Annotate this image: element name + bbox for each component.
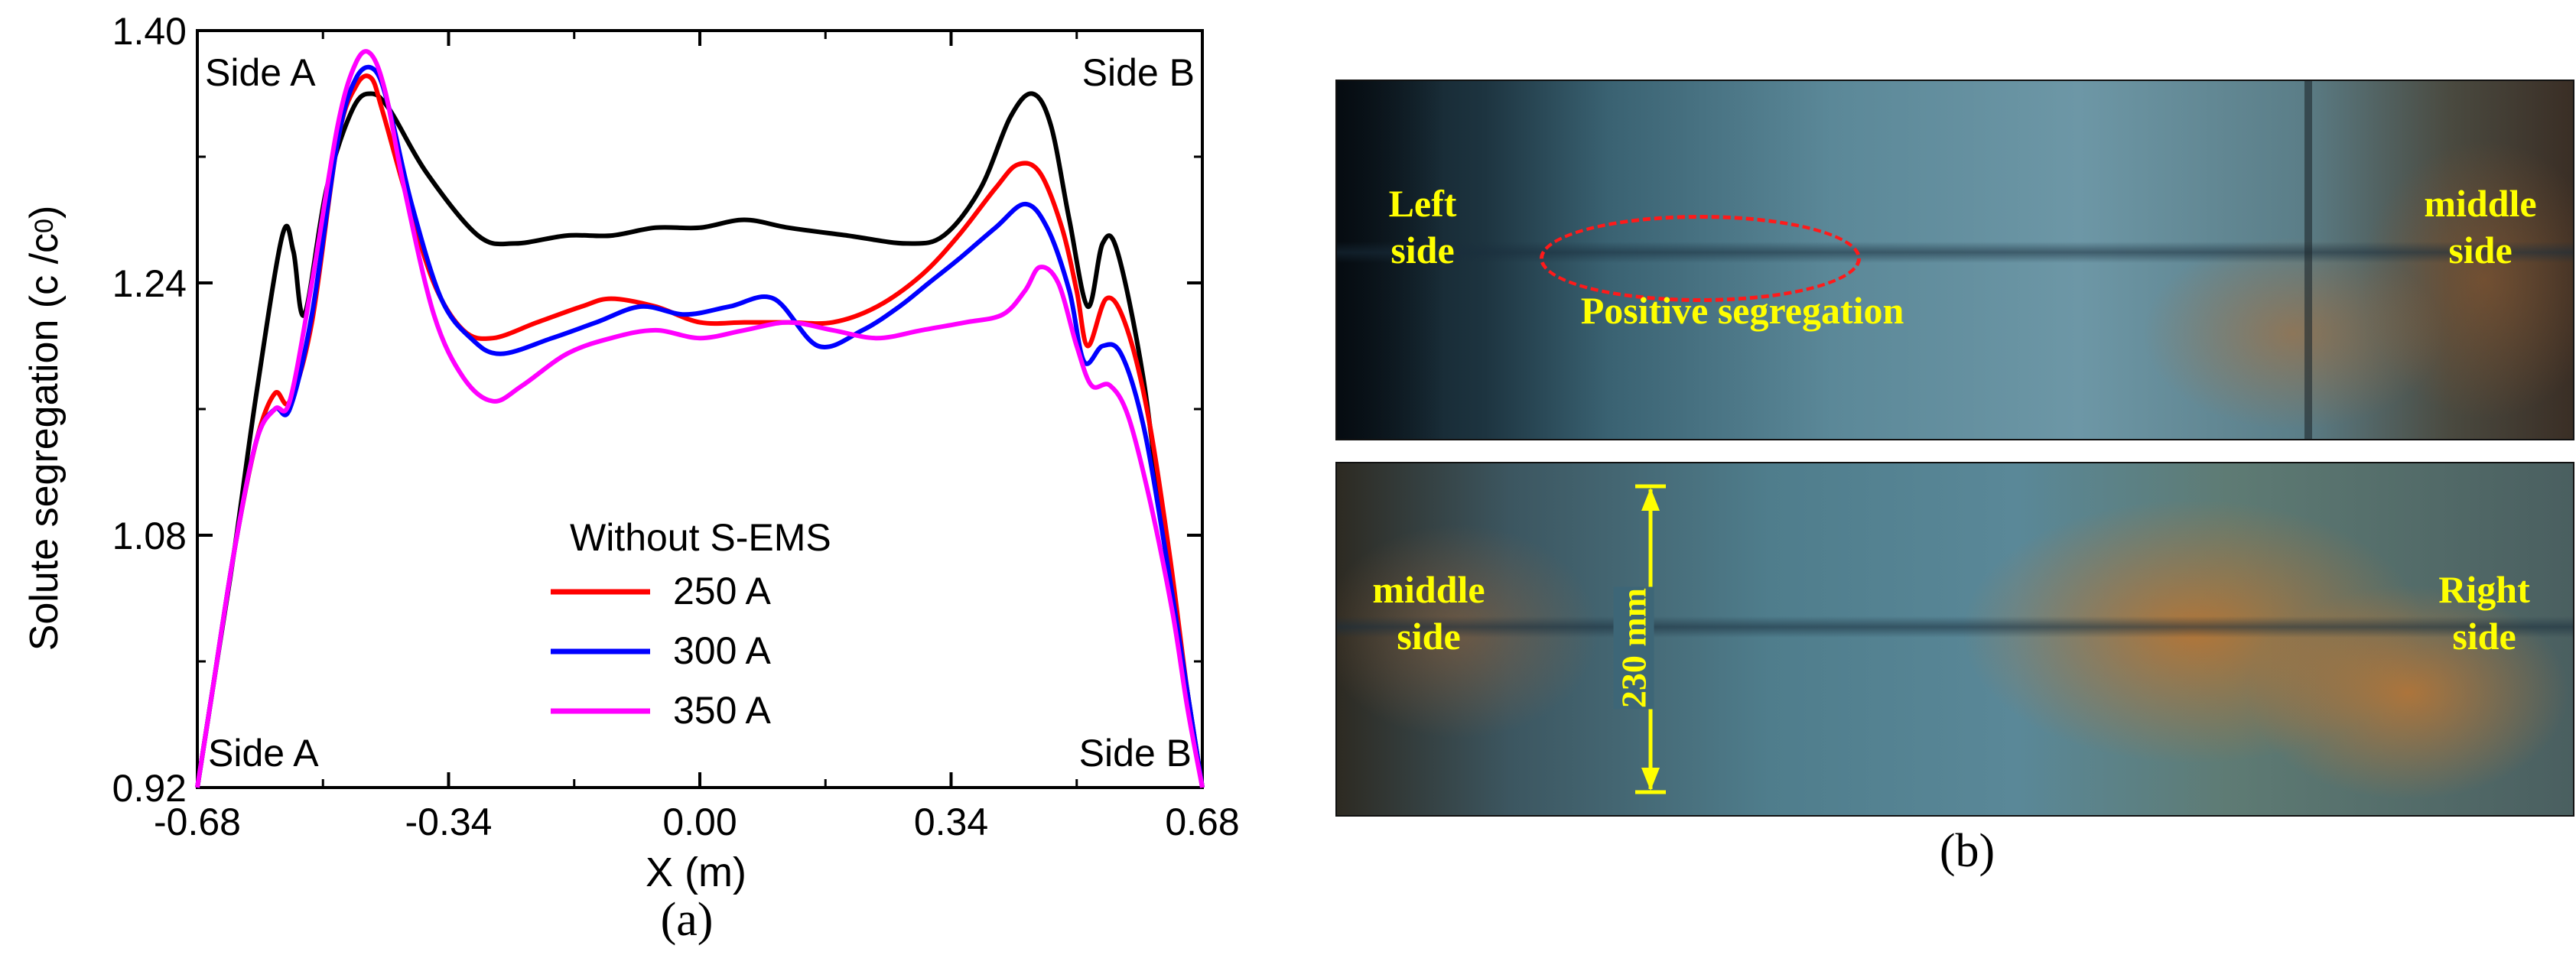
photo-bottom-right-label: Right side bbox=[2438, 568, 2530, 658]
photo-slab-bottom: middle side Right side 230 mm bbox=[1335, 462, 2574, 817]
x-tick-label: -0.68 bbox=[154, 801, 241, 843]
photo-slab-top: Left side middle side Positive segregati… bbox=[1335, 80, 2574, 440]
y-axis-label-wrap: Solute segregation (c /c 0) bbox=[14, 115, 75, 742]
x-tick-label: 0.00 bbox=[662, 801, 737, 843]
y-axis-label-main: Solute segregation (c /c bbox=[22, 232, 67, 651]
x-tick-label: 0.34 bbox=[914, 801, 988, 843]
side-annotations: Side A Side B Side A Side B bbox=[205, 51, 1195, 775]
photo-bottom-left-label: middle side bbox=[1372, 568, 1485, 658]
series-line-350-a bbox=[195, 49, 1205, 788]
caption-a: (a) bbox=[660, 894, 714, 946]
segregation-streak-bottom bbox=[1337, 616, 2573, 638]
legend-label: 300 A bbox=[673, 629, 772, 672]
legend-label: 350 A bbox=[673, 689, 772, 732]
y-axis-label: Solute segregation (c /c 0) bbox=[14, 115, 75, 742]
photo-top-left-label: Left side bbox=[1388, 182, 1457, 271]
plot-frame bbox=[196, 29, 1204, 789]
x-tick-label: 0.68 bbox=[1165, 801, 1239, 843]
y-axis-label-close: ) bbox=[22, 205, 67, 219]
plot-area: -0.68 -0.34 0.00 0.34 0.68 0.92 1.08 1.24 1.40 S… bbox=[112, 10, 1240, 843]
photo-top-right-label: middle side bbox=[2424, 182, 2537, 271]
side-annotation: Side A bbox=[205, 51, 316, 94]
axis-ticks: -0.68 -0.34 0.00 0.34 0.68 0.92 1.08 1.24 1.40 bbox=[112, 10, 1240, 843]
legend-title: Without S-EMS bbox=[570, 516, 831, 559]
x-tick-label: -0.34 bbox=[405, 801, 493, 843]
segregation-streak-top bbox=[1337, 242, 2573, 263]
y-tick-label: 0.92 bbox=[112, 767, 187, 810]
positive-segregation-label: Positive segregation bbox=[1580, 289, 1904, 332]
side-annotation: Side A bbox=[208, 732, 319, 775]
y-tick-label: 1.08 bbox=[112, 515, 187, 557]
dimension-label: 230 mm bbox=[1613, 586, 1654, 710]
series-line-250-a bbox=[195, 73, 1205, 788]
y-tick-label: 1.40 bbox=[112, 10, 187, 53]
y-tick-label: 1.24 bbox=[112, 262, 187, 305]
legend: Without S-EMS 250 A 300 A 350 A bbox=[551, 516, 831, 732]
legend-label: 250 A bbox=[673, 570, 772, 612]
series-lines bbox=[195, 49, 1205, 788]
segregation-line-chart: -0.68 -0.34 0.00 0.34 0.68 0.92 1.08 1.24 1.40 S… bbox=[112, 10, 1240, 843]
positive-segregation-ellipse bbox=[1540, 215, 1861, 302]
series-line-without-s-ems bbox=[195, 91, 1205, 788]
series-line-300-a bbox=[195, 64, 1205, 788]
cut-line bbox=[2304, 81, 2312, 439]
y-axis-label-subscript: 0 bbox=[29, 219, 59, 233]
side-annotation: Side B bbox=[1079, 732, 1192, 775]
caption-b: (b) bbox=[1939, 825, 1995, 877]
x-axis-label: X (m) bbox=[646, 849, 746, 895]
side-annotation: Side B bbox=[1082, 51, 1195, 94]
